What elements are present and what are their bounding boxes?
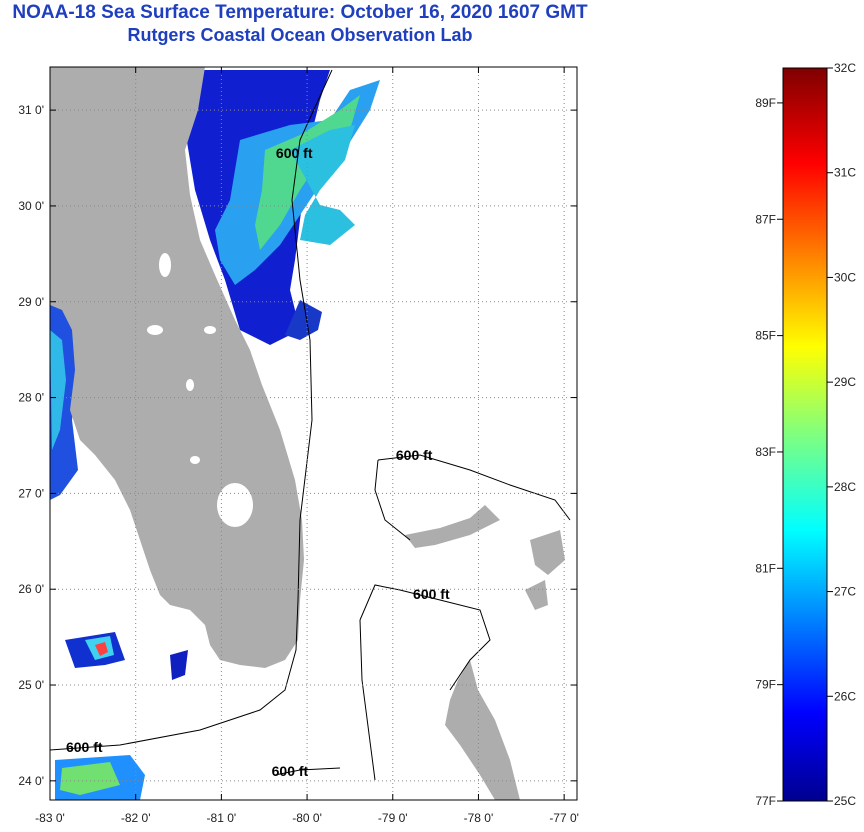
lon-tick-label: -78 0' — [464, 811, 494, 825]
lon-tick-label: -82 0' — [121, 811, 151, 825]
map-subtitle: Rutgers Coastal Ocean Observation Lab — [127, 25, 473, 45]
colorbar: 32C 31C 30C 29C 28C 27C 26C 25C 89F 87F 85F 83F 81F… — [755, 61, 856, 808]
colorbar-f-label: 77F — [755, 794, 776, 808]
colorbar-f-label: 83F — [755, 445, 776, 459]
contour-label: 600 ft — [66, 739, 103, 755]
sst-east-coast-patch — [185, 70, 380, 345]
colorbar-c-label: 26C — [834, 689, 856, 703]
lon-tick-label: -81 0' — [207, 811, 237, 825]
colorbar-gradient — [782, 67, 828, 802]
lat-tick-label: 31 0' — [18, 103, 44, 117]
depth-contours — [50, 69, 571, 781]
lat-tick-label: 30 0' — [18, 199, 44, 213]
colorbar-f-label: 89F — [755, 96, 776, 110]
lon-tick-label: -83 0' — [35, 811, 65, 825]
colorbar-c-label: 27C — [834, 585, 856, 599]
lon-tick-label: -77 0' — [549, 811, 579, 825]
contour-label: 600 ft — [396, 447, 433, 463]
lat-tick-label: 25 0' — [18, 678, 44, 692]
florida-land — [50, 67, 304, 668]
lon-tick-label: -79 0' — [378, 811, 408, 825]
contour-label: 600 ft — [413, 586, 450, 602]
lon-tick-label: -80 0' — [292, 811, 322, 825]
map-title: NOAA-18 Sea Surface Temperature: October… — [12, 2, 588, 23]
contour-label: 600 ft — [276, 145, 313, 161]
colorbar-c-label: 29C — [834, 375, 856, 389]
bahamas-land — [405, 505, 565, 800]
colorbar-f-label: 85F — [755, 329, 776, 343]
lat-tick-label: 27 0' — [18, 486, 44, 500]
lat-tick-label: 24 0' — [18, 774, 44, 788]
axis-ticks: -83 0' -82 0' -81 0' -80 0' -79 0' -78 0' -77 … — [18, 67, 579, 825]
colorbar-c-label: 28C — [834, 480, 856, 494]
lat-tick-label: 26 0' — [18, 582, 44, 596]
lat-tick-label: 28 0' — [18, 391, 44, 405]
lat-tick-label: 29 0' — [18, 295, 44, 309]
colorbar-c-label: 32C — [834, 61, 856, 75]
sst-gulf-patch — [50, 300, 188, 800]
colorbar-f-label: 87F — [755, 212, 776, 226]
contour-label: 600 ft — [272, 763, 309, 779]
colorbar-f-label: 81F — [755, 561, 776, 575]
colorbar-f-label: 79F — [755, 678, 776, 692]
contour-label-group: 600 ft 600 ft 600 ft 600 ft 600 ft — [66, 145, 450, 779]
colorbar-c-label: 30C — [834, 270, 856, 284]
colorbar-c-label: 31C — [834, 166, 856, 180]
colorbar-c-label: 25C — [834, 794, 856, 808]
